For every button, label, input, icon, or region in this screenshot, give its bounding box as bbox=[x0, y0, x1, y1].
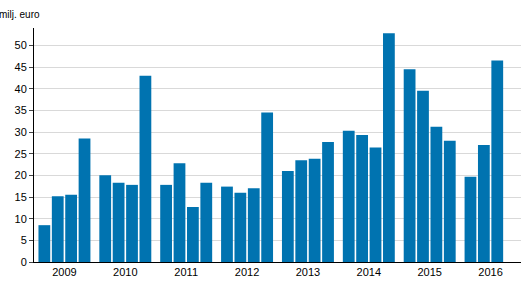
svg-text:25: 25 bbox=[15, 148, 27, 160]
svg-text:40: 40 bbox=[15, 83, 27, 95]
svg-text:5: 5 bbox=[21, 234, 27, 246]
svg-text:2013: 2013 bbox=[296, 266, 320, 278]
svg-text:2014: 2014 bbox=[357, 266, 381, 278]
svg-text:2011: 2011 bbox=[174, 266, 198, 278]
svg-text:0: 0 bbox=[21, 256, 27, 268]
svg-text:2009: 2009 bbox=[52, 266, 76, 278]
svg-text:2016: 2016 bbox=[478, 266, 502, 278]
svg-text:35: 35 bbox=[15, 104, 27, 116]
svg-text:50: 50 bbox=[15, 39, 27, 51]
svg-text:milj. euro: milj. euro bbox=[0, 9, 40, 20]
svg-text:20: 20 bbox=[15, 169, 27, 181]
svg-text:10: 10 bbox=[15, 213, 27, 225]
svg-text:2015: 2015 bbox=[417, 266, 441, 278]
svg-text:45: 45 bbox=[15, 61, 27, 73]
svg-text:2012: 2012 bbox=[235, 266, 259, 278]
svg-text:2010: 2010 bbox=[113, 266, 137, 278]
svg-text:15: 15 bbox=[15, 191, 27, 203]
svg-text:30: 30 bbox=[15, 126, 27, 138]
